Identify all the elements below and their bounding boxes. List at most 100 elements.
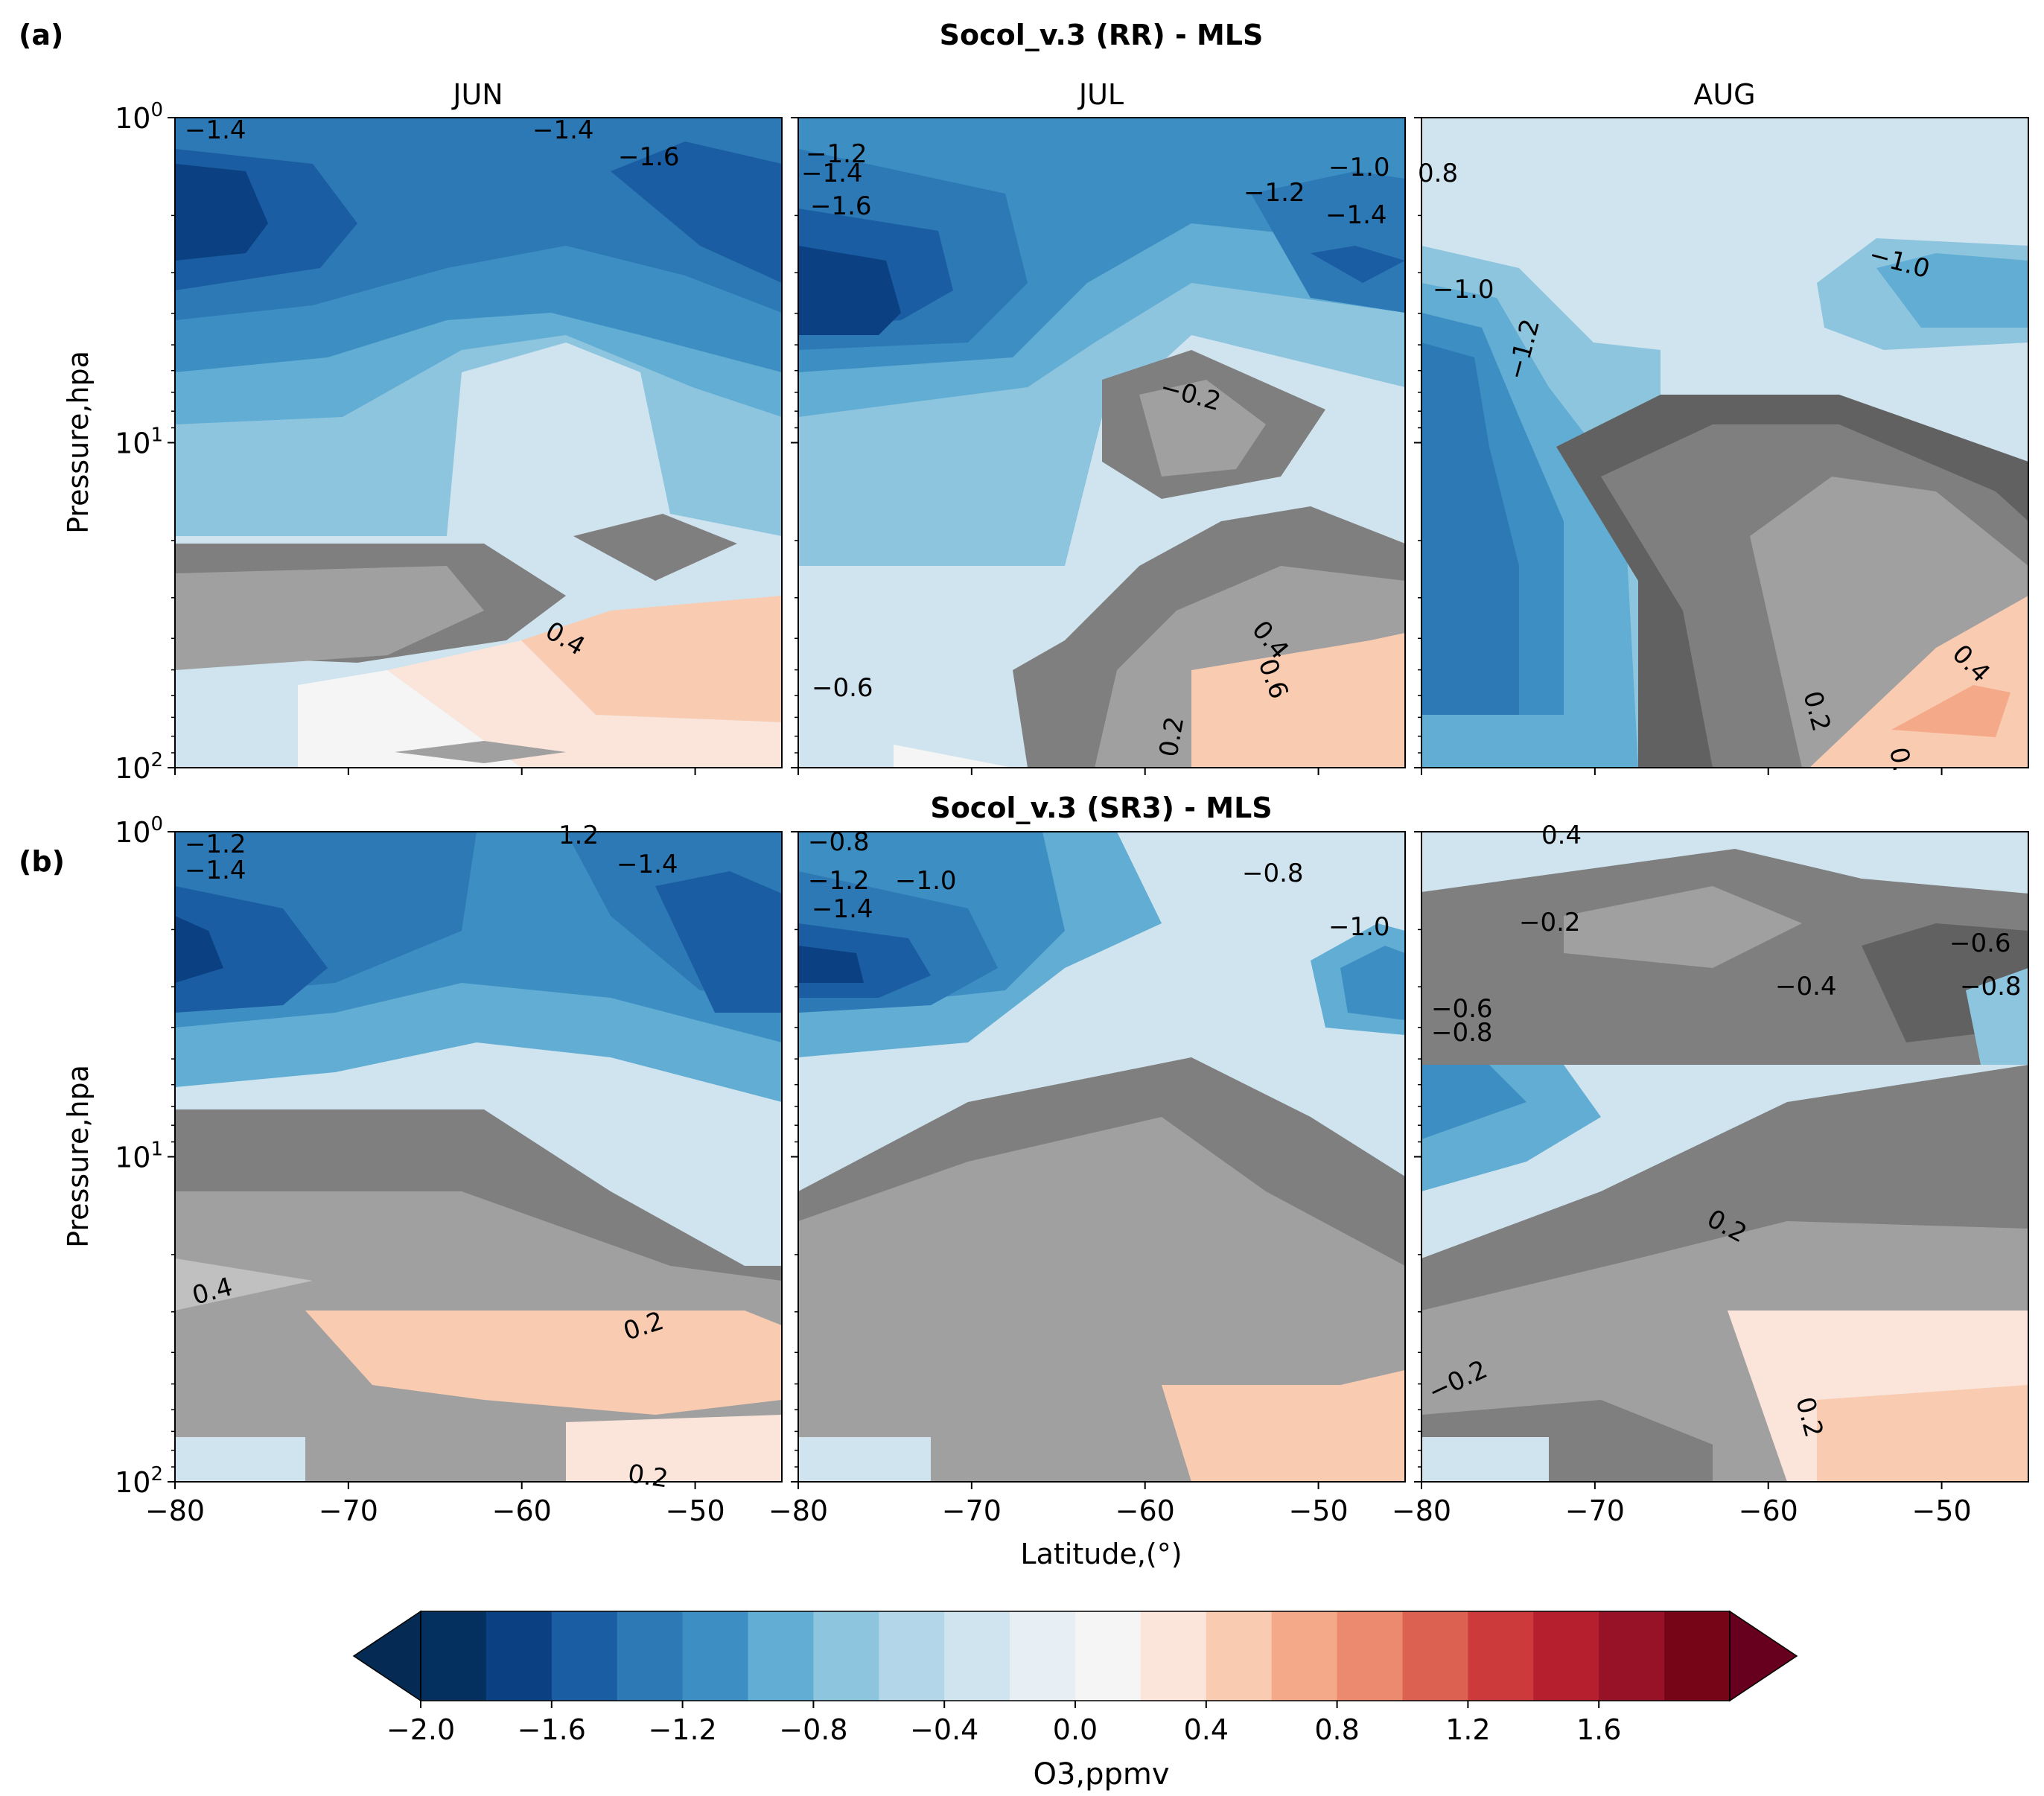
- fill-b-jul-right2: [1340, 946, 1405, 1020]
- panel-a-jun: [175, 118, 782, 768]
- contour-label: −1.4: [812, 894, 873, 924]
- fill-a-jul-pos02: [1191, 633, 1405, 768]
- colorbar: −2.0 −1.6 −1.2 −0.8 −0.4 0.0 0.4 0.8 1.2 1.6: [352, 1610, 1798, 1746]
- contour-label: −1.4: [185, 856, 246, 885]
- colorbar-swatch: [1271, 1611, 1338, 1701]
- fill-b-jul-neg18: [798, 946, 864, 983]
- x-tick-label: −80: [1392, 1494, 1451, 1527]
- ylabel-b: Pressure,hpa: [62, 1065, 95, 1248]
- y-tick-label: 100: [115, 99, 163, 135]
- panel-b-aug: [1421, 832, 2028, 1482]
- contour-label: −0.6: [1949, 929, 2011, 958]
- contour-label: 0.2: [626, 1459, 670, 1494]
- contour-label: −1.0: [1328, 912, 1390, 942]
- column-title-jul: JUL: [1077, 78, 1124, 111]
- y-tick-label: 102: [115, 749, 163, 785]
- colorbar-tick-label: −0.4: [910, 1713, 978, 1746]
- contour-label: −1.0: [895, 866, 957, 896]
- panel-a-aug: [1421, 118, 2028, 768]
- fill-a-jul-neg18: [798, 246, 901, 335]
- colorbar-tick-label: 1.6: [1576, 1713, 1621, 1746]
- x-tick-label: −80: [145, 1494, 205, 1527]
- y-tick-label: 101: [115, 1139, 163, 1174]
- contour-label: −1.4: [801, 159, 863, 188]
- y-tick-label: 101: [115, 424, 163, 460]
- colorbar-swatch: [485, 1611, 553, 1701]
- contour-label: −0.4: [1775, 972, 1837, 1002]
- colorbar-swatch: [879, 1611, 945, 1701]
- contour-label: −1.0: [1433, 275, 1494, 305]
- colorbar-swatch: [1664, 1611, 1731, 1701]
- colorbar-tick-label: −1.2: [648, 1713, 716, 1746]
- x-tick-label: −70: [942, 1494, 1002, 1527]
- fill-b-jun-neg14: [175, 832, 782, 998]
- colorbar-tick-label: 0.0: [1053, 1713, 1098, 1746]
- fill-a-jun-neg16-right: [611, 141, 782, 283]
- colorbar-swatch: [617, 1611, 684, 1701]
- colorbar-swatch: [421, 1611, 487, 1701]
- colorbar-under-triangle: [352, 1610, 421, 1702]
- fill-a-jun-pos02: [521, 596, 782, 722]
- fill-a-jul-white: [894, 745, 1013, 768]
- contour-label: −1.4: [617, 850, 678, 879]
- panel-a-jul: [798, 118, 1405, 768]
- contour-label: −1.2: [808, 866, 870, 896]
- x-tick-label: −60: [1115, 1494, 1175, 1527]
- fill-a-aug-pos04: [1891, 685, 2010, 737]
- x-tick-label: −70: [319, 1494, 378, 1527]
- contour-label: −0.6: [1431, 994, 1493, 1024]
- contour-label: 0.2: [1153, 714, 1190, 759]
- fill-a-jul-neg18-right: [1311, 246, 1405, 283]
- x-tick-label: −60: [1739, 1494, 1798, 1527]
- contour-label: −1.2: [1244, 178, 1305, 208]
- contour-label: −1.6: [618, 142, 680, 172]
- fill-b-jun-pos02: [305, 1311, 782, 1415]
- fill-a-jun-grey3: [573, 514, 737, 581]
- colorbar-tick-label: 0.8: [1314, 1713, 1359, 1746]
- colorbar-swatch: [748, 1611, 814, 1701]
- fill-b-aug-white: [1421, 1437, 1549, 1482]
- fill-b-jun-neg16: [175, 886, 328, 1013]
- contour-label: 0.8: [1418, 159, 1458, 188]
- fill-b-aug-grey-top2: [1564, 886, 1802, 968]
- colorbar-swatch: [1599, 1611, 1665, 1701]
- contour-label: −1.0: [1328, 153, 1390, 182]
- fill-a-jun-pos00: [387, 640, 782, 768]
- y-tick-label: 100: [115, 813, 163, 849]
- column-title-jun: JUN: [451, 78, 503, 111]
- colorbar-swatch: [1010, 1611, 1076, 1701]
- contour-label: −0.8: [1960, 972, 2022, 1002]
- fill-a-jun-grey2: [175, 566, 484, 670]
- colorbar-swatch: [1206, 1611, 1273, 1701]
- contour-label: −0.2: [1519, 908, 1581, 937]
- colorbar-tick-label: −1.6: [518, 1713, 586, 1746]
- panel-b-title: Socol_v.3 (SR3) - MLS: [930, 792, 1272, 824]
- colorbar-swatch: [682, 1611, 749, 1701]
- contour-label: 0.: [1883, 745, 1917, 774]
- xlabel: Latitude,(°): [1020, 1538, 1182, 1570]
- fill-a-jun-grey4: [395, 741, 566, 763]
- colorbar-swatch: [551, 1611, 618, 1701]
- colorbar-swatch: [1533, 1611, 1599, 1701]
- contour-label: −1.4: [1325, 200, 1387, 230]
- fill-a-aug-neg16: [1421, 343, 1519, 715]
- colorbar-tick-label: −2.0: [386, 1713, 455, 1746]
- colorbar-swatch: [1468, 1611, 1534, 1701]
- colorbar-tick-label: 0.4: [1184, 1713, 1229, 1746]
- fill-b-jun-neg16r: [655, 871, 782, 1013]
- fill-a-jun-neg18: [175, 164, 268, 261]
- fill-b-jun-pos00: [566, 1415, 782, 1482]
- contour-label: −0.8: [808, 827, 870, 857]
- colorbar-swatch: [813, 1611, 879, 1701]
- panel-a-letter: (a): [19, 19, 63, 51]
- x-tick-label: −50: [1288, 1494, 1348, 1527]
- fill-b-jun-neg18: [175, 916, 223, 983]
- fill-b-jun-lgrey: [175, 1258, 313, 1311]
- x-tick-label: −80: [768, 1494, 828, 1527]
- colorbar-tick-label: 1.2: [1445, 1713, 1490, 1746]
- ylabel-a: Pressure,hpa: [62, 351, 95, 534]
- fill-a-aug-right2: [1876, 253, 2028, 328]
- fill-a-jul-grey-top2: [1139, 380, 1266, 477]
- panel-b-letter: (b): [19, 845, 65, 878]
